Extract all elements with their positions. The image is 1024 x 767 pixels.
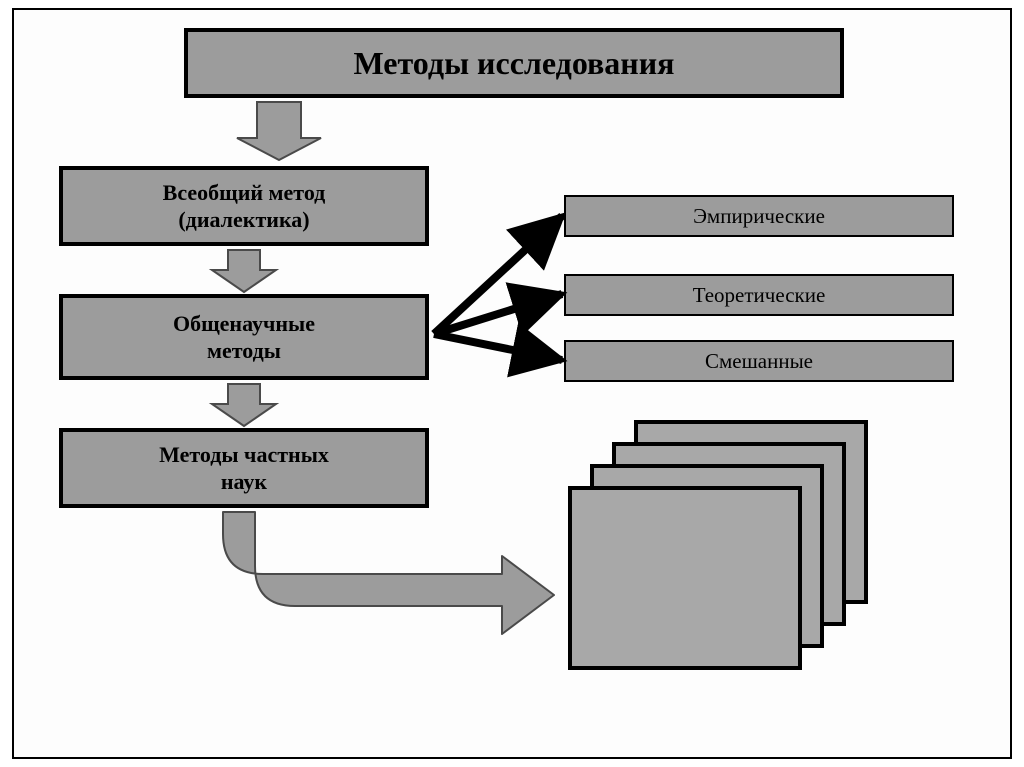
curved-arrow [223, 512, 554, 634]
node-general-label: Общенаучные методы [173, 310, 315, 365]
node-general: Общенаучные методы [59, 294, 429, 380]
node-universal: Всеобщий метод (диалектика) [59, 166, 429, 246]
node-theoretical-label: Теоретические [693, 282, 826, 308]
node-universal-label: Всеобщий метод (диалектика) [163, 179, 326, 234]
node-mixed-label: Смешанные [705, 348, 813, 374]
curved-arrow-group [223, 512, 554, 634]
diagram-frame: Методы исследования Всеобщий метод (диал… [12, 8, 1012, 759]
node-theoretical: Теоретические [564, 274, 954, 316]
stack-card-1 [614, 444, 844, 624]
down-arrow-2 [212, 384, 276, 426]
down-arrow-1 [212, 250, 276, 292]
branch-arrows-group [434, 216, 562, 360]
node-mixed: Смешанные [564, 340, 954, 382]
down-arrow-0 [237, 102, 321, 160]
node-private: Методы частных наук [59, 428, 429, 508]
node-empirical: Эмпирические [564, 195, 954, 237]
stack-group [570, 422, 866, 668]
stack-card-0 [636, 422, 866, 602]
stack-card-2 [592, 466, 822, 646]
stack-card-3 [570, 488, 800, 668]
branch-arrow-0 [434, 216, 562, 334]
overlay-svg [14, 10, 1014, 761]
node-empirical-label: Эмпирические [693, 203, 825, 229]
node-title-label: Методы исследования [354, 43, 675, 83]
branch-arrow-2 [434, 334, 562, 360]
node-private-label: Методы частных наук [159, 441, 329, 496]
branch-arrow-1 [434, 294, 562, 334]
node-title: Методы исследования [184, 28, 844, 98]
